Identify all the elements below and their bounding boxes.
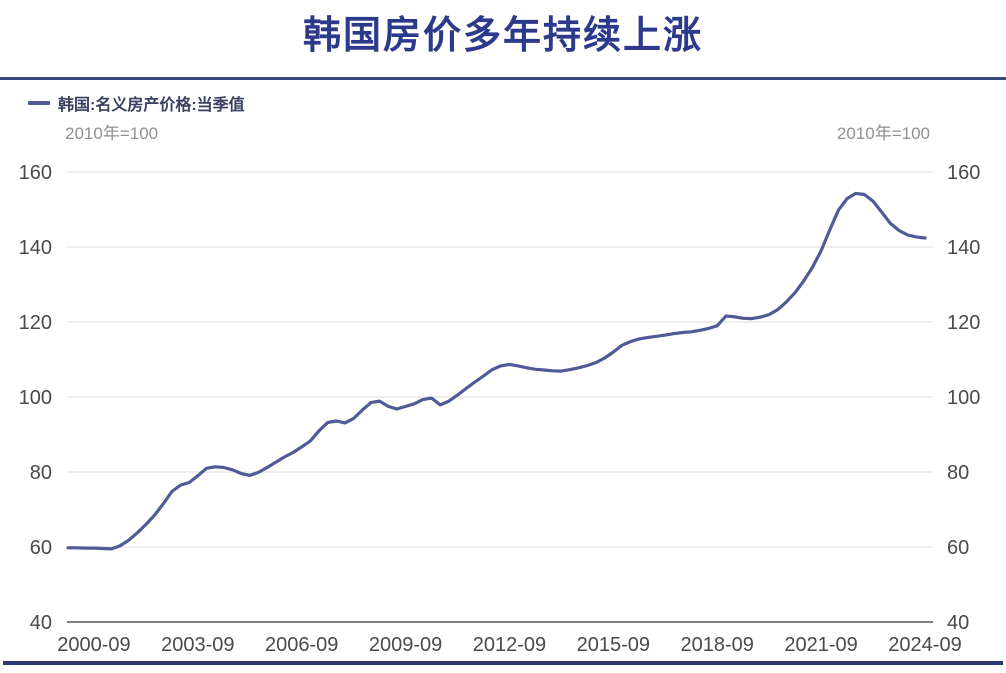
y-axis-tick-label-right: 120 [947,312,980,334]
y-axis-tick-label-left: 40 [30,612,52,634]
x-axis-tick-label: 2009-09 [369,634,442,656]
y-axis-tick-label-right: 160 [947,162,980,184]
y-axis-tick-label-left: 140 [19,237,52,259]
bottom-divider [3,661,1003,665]
x-axis-tick-label: 2006-09 [265,634,338,656]
x-axis-tick-label: 2015-09 [577,634,650,656]
y-axis-tick-label-left: 80 [30,462,52,484]
top-divider [0,77,1006,80]
x-axis-tick-label: 2018-09 [681,634,754,656]
y-axis-tick-label-left: 60 [30,537,52,559]
y-axis-tick-label-left: 120 [19,312,52,334]
legend: 韩国:名义房产价格:当季值 [28,91,245,115]
y-axis-tick-label-right: 40 [947,612,969,634]
x-axis-tick-label: 2012-09 [473,634,546,656]
y-axis-tick-label-right: 100 [947,387,980,409]
unit-label-right: 2010年=100 [836,124,930,143]
y-axis-tick-label-left: 100 [19,387,52,409]
x-axis-tick-label: 2003-09 [161,634,234,656]
y-axis-tick-label-right: 140 [947,237,980,259]
y-axis-tick-label-right: 60 [947,537,969,559]
series-line [66,191,927,551]
y-axis-tick-label-right: 80 [947,462,969,484]
y-axis-tick-label-left: 160 [19,162,52,184]
legend-line-icon [28,101,50,105]
legend-series-label: 韩国:名义房产价格:当季值 [58,97,245,114]
page-title: 韩国房价多年持续上涨 [302,15,703,57]
unit-label-left: 2010年=100 [65,124,159,143]
x-axis-tick-label: 2000-09 [57,634,130,656]
x-axis-tick-label: 2024-09 [888,634,961,656]
x-axis-tick-label: 2021-09 [784,634,857,656]
